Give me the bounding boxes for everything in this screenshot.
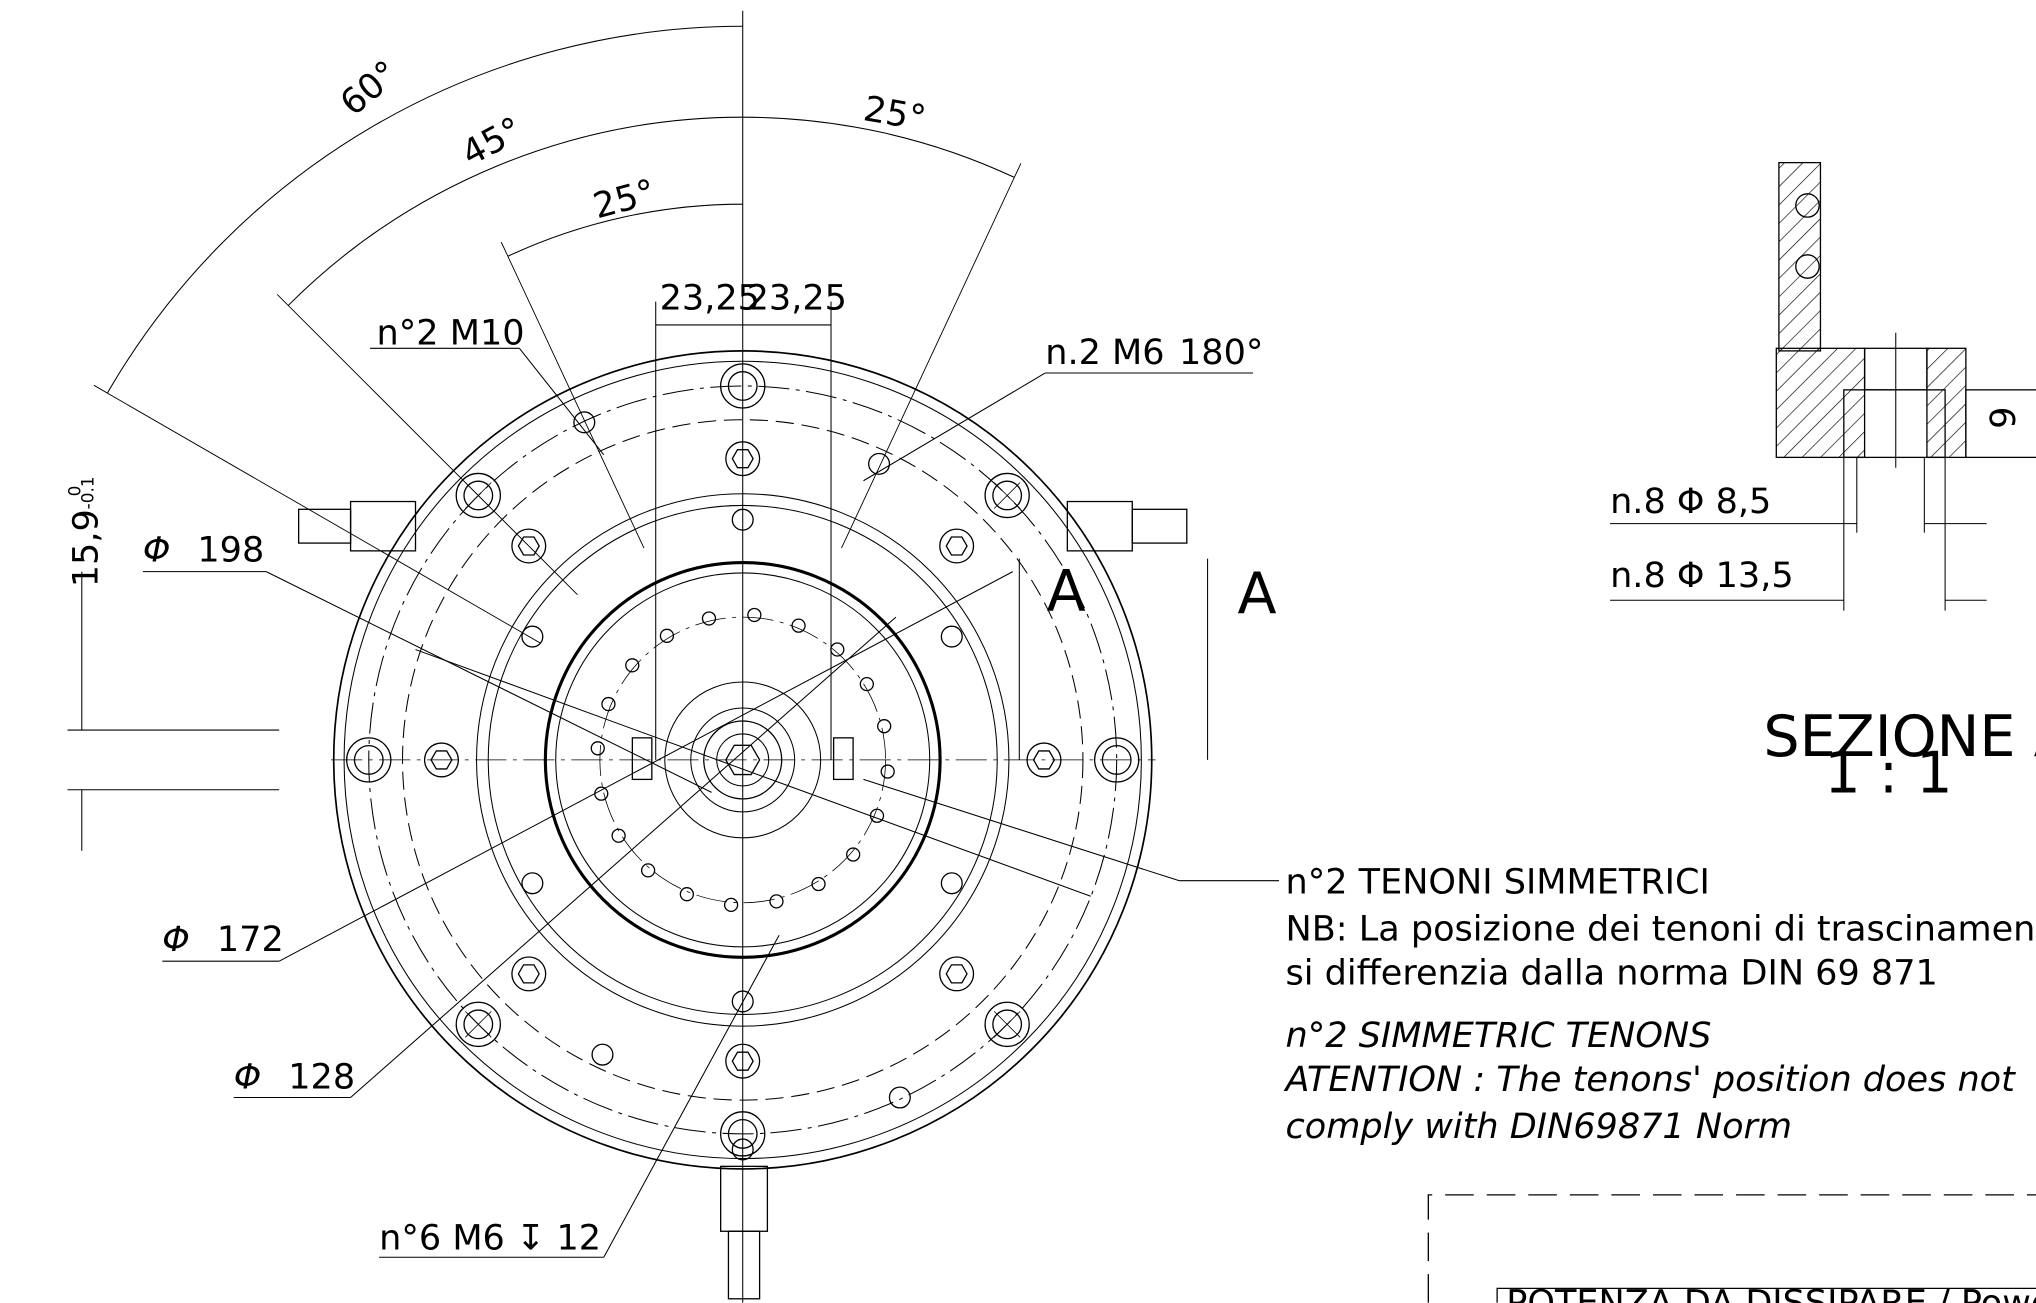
- angle-label: 25°: [589, 171, 660, 227]
- leader-line: [519, 348, 603, 454]
- pin-hole: [792, 619, 805, 632]
- note-line: n°2 SIMMETRIC TENONS: [1285, 1015, 1711, 1056]
- hole-callout: n.2 M6: [1045, 332, 1164, 373]
- title-block-text: POTENZA DA DISSIPARE / Power to dis: [1506, 1282, 2036, 1303]
- pin-hole: [748, 608, 761, 621]
- diameter-symbol: Φ: [234, 1056, 262, 1097]
- technical-drawing: 60° 45° 25° 25° 23,25 23,25 n°2 M10 n.2 …: [0, 0, 2036, 1303]
- pin-hole: [770, 895, 783, 908]
- section-callout: n.8 Φ 13,5: [1610, 555, 1794, 596]
- small-hole: [889, 1087, 910, 1108]
- section-dim: 9: [1983, 407, 2024, 429]
- angle-label: 25°: [861, 88, 929, 139]
- pin-hole: [881, 765, 894, 778]
- diameter-label: 172: [217, 919, 284, 960]
- extension-line: [94, 385, 540, 643]
- small-hole: [522, 626, 543, 647]
- small-hole: [941, 626, 962, 647]
- small-hole: [522, 873, 543, 894]
- diameter-symbol: Φ: [143, 529, 171, 570]
- leader-line: [863, 373, 1045, 481]
- screw-hex: [946, 537, 967, 555]
- pin-hole: [725, 898, 738, 911]
- section-hatch: [1776, 348, 1864, 457]
- leader-line: [351, 617, 896, 1097]
- note-line: ATENTION : The tenons' position does not: [1283, 1059, 2016, 1100]
- note-line: comply with DIN69871 Norm: [1285, 1106, 1792, 1147]
- diameter-label: 198: [197, 529, 264, 570]
- diameter-symbol: Φ: [162, 919, 190, 960]
- section-mark: A: [1237, 561, 1276, 627]
- pin-hole: [591, 742, 604, 755]
- small-hole: [941, 873, 962, 894]
- offset-label: 23,25: [747, 277, 847, 318]
- pin-hole: [702, 612, 715, 625]
- thickness-label: 15,9: [65, 509, 106, 587]
- fitting: [721, 1166, 768, 1231]
- pin-hole: [642, 864, 655, 877]
- pin-hole: [680, 888, 693, 901]
- section-scale: 1 : 1: [1824, 740, 1952, 806]
- diameter-label: 128: [288, 1056, 355, 1097]
- section-callout: n.8 Φ 8,5: [1610, 481, 1771, 522]
- offset-label: 23,25: [660, 277, 760, 318]
- note-line: si differenzia dalla norma DIN 69 871: [1285, 953, 1937, 994]
- leader-line: [416, 650, 1091, 897]
- fitting: [728, 1231, 759, 1299]
- tolerance: -0.1: [77, 476, 97, 509]
- fitting: [1132, 509, 1187, 543]
- pin-hole: [602, 698, 615, 711]
- small-hole: [592, 1044, 613, 1065]
- screw-hex: [946, 965, 967, 983]
- hole-callout: n°6 M6 ↧ 12: [379, 1217, 601, 1258]
- screw-head: [940, 957, 974, 991]
- screw-head: [940, 529, 974, 563]
- leader-line: [604, 935, 779, 1257]
- note-line: n°2 TENONI SIMMETRICI: [1285, 862, 1709, 903]
- pin-hole: [878, 720, 891, 733]
- pin-hole: [595, 787, 608, 800]
- screw-head: [512, 957, 546, 991]
- angle-label: 45°: [455, 109, 529, 174]
- extension-line: [501, 242, 644, 548]
- section-mark: A: [1047, 559, 1086, 625]
- fitting: [351, 502, 416, 551]
- section-hatch: [1927, 348, 1966, 457]
- tenon: [632, 738, 651, 780]
- hole-callout: n°2 M10: [377, 312, 525, 353]
- screw-hex: [518, 965, 539, 983]
- note-line: NB: La posizione dei tenoni di trascinam…: [1285, 908, 2036, 949]
- fitting: [299, 509, 351, 543]
- hole-callout: 180°: [1179, 332, 1263, 373]
- tenon: [834, 738, 853, 780]
